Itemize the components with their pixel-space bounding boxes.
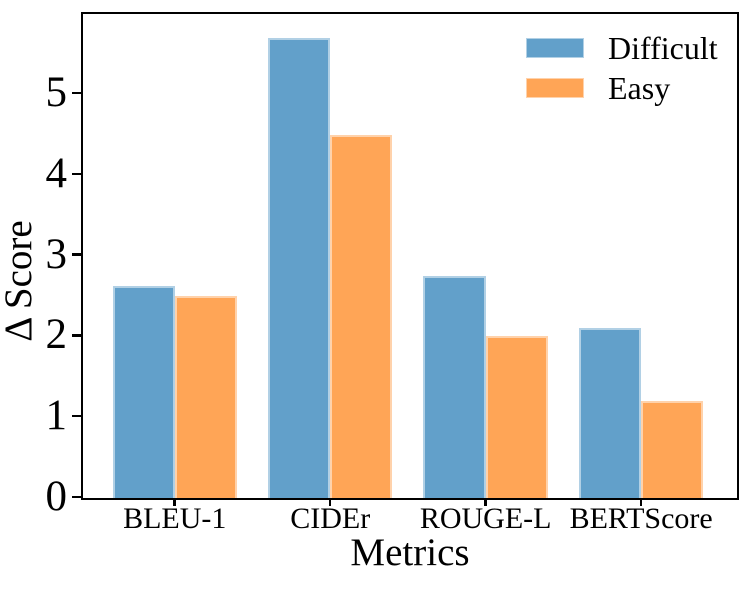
x-tick-mark: [173, 497, 176, 506]
y-tick-label: 1: [45, 392, 68, 440]
bar-easy-bleu-1: [174, 296, 237, 498]
y-tick-label: 2: [45, 311, 68, 359]
x-tick-label: BLEU-1: [123, 502, 227, 535]
y-tick-mark: [71, 253, 81, 256]
x-tick-label: ROUGE-L: [419, 502, 552, 535]
y-tick-mark: [71, 172, 81, 176]
x-axis-label: Metrics: [350, 531, 470, 574]
bar-easy-cider: [330, 134, 393, 498]
bar-difficult-cider: [268, 37, 331, 498]
bar-difficult-bertscore: [578, 328, 642, 498]
y-tick-mark: [71, 91, 81, 95]
y-tick-label: 0: [45, 473, 68, 520]
y-tick-mark: [71, 495, 81, 499]
bar-easy-bertscore: [641, 401, 704, 498]
legend-row: Difficult: [526, 28, 718, 68]
legend: Difficult Easy: [526, 28, 718, 108]
x-tick-label: CIDEr: [290, 502, 371, 535]
x-tick-label: BERTScore: [569, 502, 713, 535]
bar-difficult-rouge-l: [423, 275, 486, 498]
legend-swatch-difficult: [526, 38, 584, 58]
y-tick-mark: [71, 414, 81, 418]
bar-easy-rouge-l: [485, 336, 548, 498]
plot-area: Difficult Easy 0 1 2 3 4 5 BLEU-1 CIDEr ROUGE-L BE…: [46, 12, 739, 535]
x-tick-mark: [484, 497, 487, 506]
y-axis-label: Δ Score: [0, 220, 40, 342]
legend-label-difficult: Difficult: [608, 30, 718, 66]
legend-label-easy: Easy: [608, 70, 671, 106]
legend-row: Easy: [526, 68, 718, 108]
legend-swatch-easy: [526, 78, 584, 98]
x-tick-mark: [639, 497, 643, 506]
y-tick-label: 3: [45, 230, 68, 278]
y-tick-label: 5: [45, 69, 68, 117]
bar-difficult-bleu-1: [112, 285, 175, 498]
y-tick-mark: [71, 334, 81, 337]
y-tick-label: 4: [45, 149, 68, 197]
x-tick-mark: [328, 497, 332, 506]
